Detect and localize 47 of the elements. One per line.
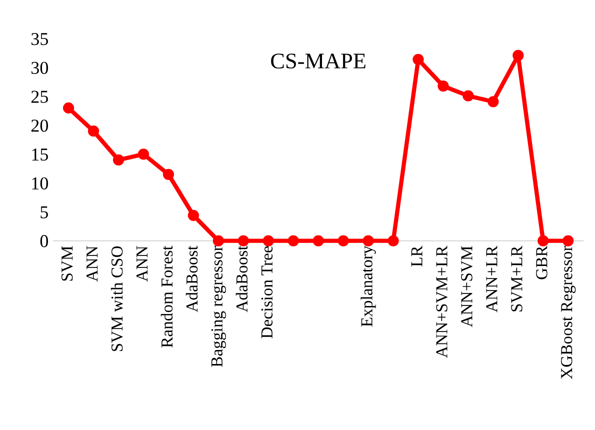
y-tick-label: 15 — [32, 148, 48, 161]
point — [438, 80, 449, 92]
x-tick-label: Random Forest — [160, 246, 173, 348]
point — [112, 154, 124, 166]
point — [238, 235, 249, 246]
point — [538, 235, 549, 246]
x-tick-label: ANN+LR — [486, 246, 498, 312]
x-tick-label: ANN — [136, 246, 148, 282]
x-tick-label: ANN+SVM — [461, 246, 472, 328]
x-tick-label: ANN+SVM+LR — [436, 246, 448, 358]
point — [188, 210, 199, 221]
point — [312, 235, 324, 246]
x-tick-label: AdaBoost — [186, 246, 198, 312]
point — [412, 54, 424, 66]
y-tick-label: 10 — [32, 177, 48, 190]
y-tick-label: 20 — [31, 120, 48, 132]
point — [88, 126, 100, 137]
point — [288, 235, 299, 246]
point — [212, 235, 224, 246]
x-tick-label: SVM with CSO — [110, 246, 123, 352]
point — [562, 235, 574, 246]
x-tick-label: GBR — [536, 246, 548, 280]
point — [488, 96, 499, 108]
x-tick-label: XGBoost Regressor — [561, 246, 576, 380]
point — [388, 235, 399, 246]
y-tick-label: 0 — [40, 235, 48, 248]
x-tick-label: SVM — [62, 246, 73, 281]
chart-title: CS-MAPE — [271, 54, 366, 69]
point — [462, 90, 474, 102]
point — [362, 235, 374, 246]
point — [162, 168, 174, 180]
point — [338, 235, 349, 246]
x-tick-label: Decision Tree — [261, 246, 273, 338]
point — [512, 50, 524, 61]
x-tick-label: Bagging regressor — [211, 246, 226, 367]
y-tick-label: 25 — [31, 90, 48, 103]
y-tick-label: 35 — [31, 33, 48, 46]
point — [138, 148, 150, 160]
point — [262, 235, 274, 246]
x-tick-label: AdaBoost — [236, 246, 248, 312]
y-tick-label: 5 — [40, 206, 48, 218]
x-tick-label: LR — [411, 246, 422, 266]
x-tick-label: ANN — [86, 246, 98, 282]
x-tick-label: SVM+LR — [511, 246, 522, 312]
point — [62, 102, 74, 114]
x-tick-label: Explanatory — [360, 246, 376, 327]
y-tick-label: 30 — [31, 62, 48, 74]
